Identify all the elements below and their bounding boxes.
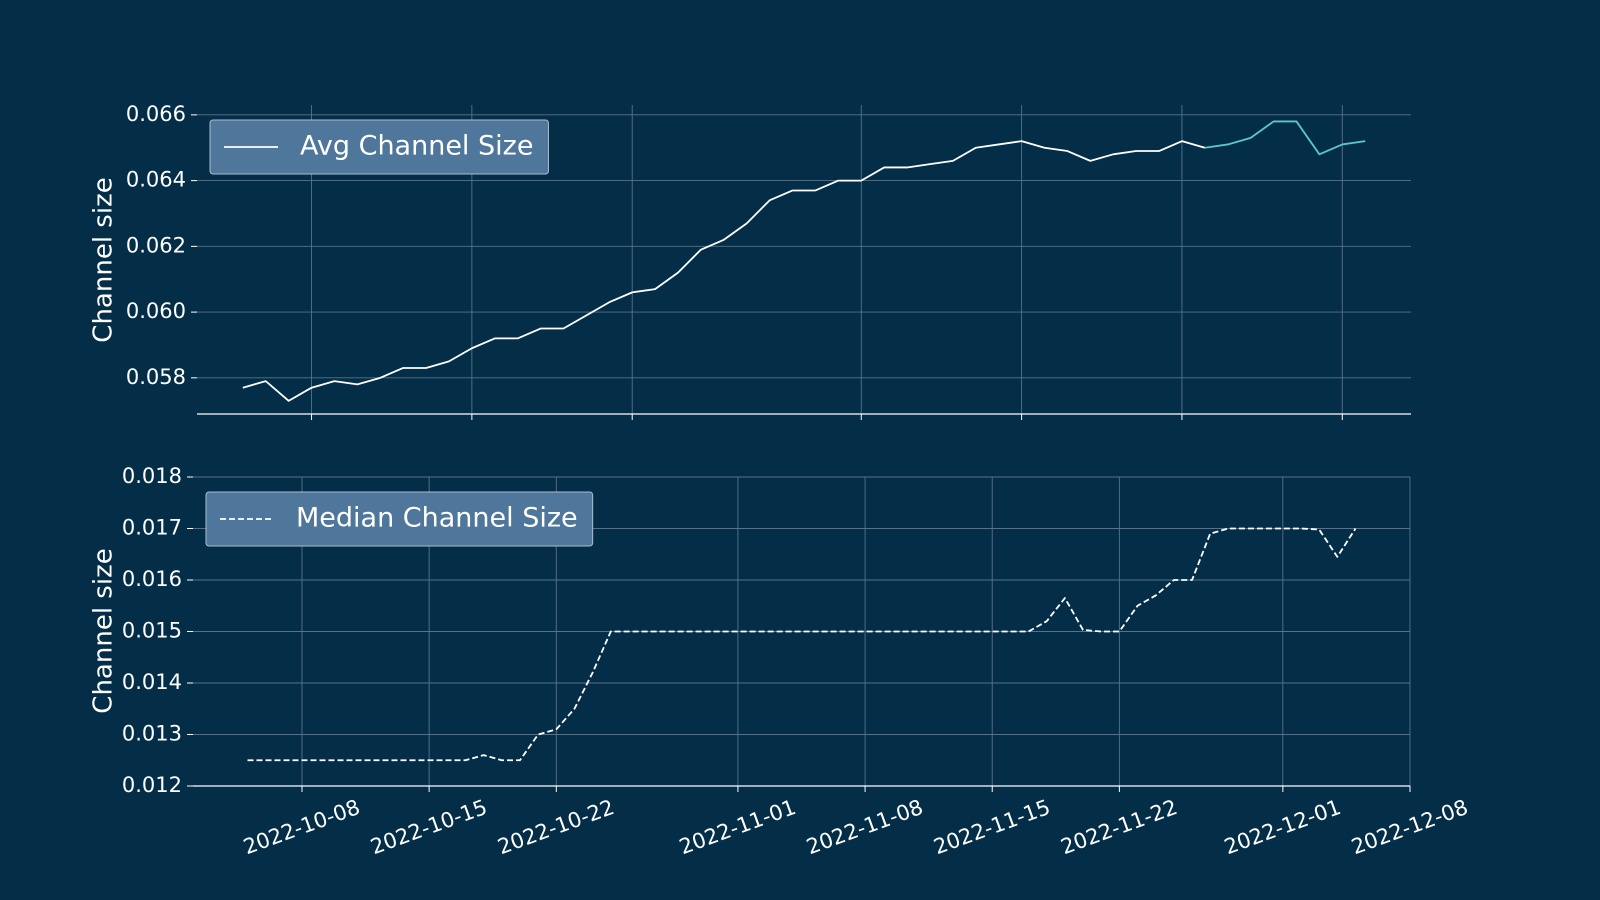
y-tick-label: 0.017 — [122, 516, 182, 540]
x-tick-label: 2022-11-22 — [1058, 795, 1181, 859]
x-tick-label: 2022-10-22 — [494, 795, 617, 859]
series-line — [1204, 120, 1366, 156]
y-tick-label: 0.058 — [126, 365, 186, 389]
x-tick-label: 2022-11-08 — [803, 795, 926, 859]
series-line — [242, 140, 1206, 402]
legend: Median Channel Size — [205, 491, 594, 547]
x-tick-label: 2022-11-01 — [676, 795, 799, 859]
y-tick-label: 0.015 — [122, 619, 182, 643]
y-tick-label: 0.013 — [122, 722, 182, 746]
y-tick-label: 0.066 — [126, 102, 186, 126]
y-tick-label: 0.012 — [122, 773, 182, 797]
x-tick-label: 2022-12-01 — [1221, 795, 1344, 859]
y-tick-label: 0.062 — [126, 233, 186, 257]
x-tick-label: 2022-12-08 — [1348, 795, 1471, 859]
x-tick-label: 2022-10-15 — [367, 795, 490, 859]
y-axis-label: Channel size — [89, 177, 119, 342]
y-tick-label: 0.064 — [126, 168, 186, 192]
y-tick-label: 0.018 — [122, 464, 182, 488]
y-tick-label: 0.014 — [122, 670, 182, 694]
y-axis-label: Channel size — [89, 548, 119, 713]
legend: Avg Channel Size — [209, 119, 549, 175]
y-tick-label: 0.060 — [126, 299, 186, 323]
series-line — [247, 527, 1357, 762]
legend-box — [205, 491, 594, 547]
x-tick-label: 2022-10-08 — [240, 795, 363, 859]
legend-box — [209, 119, 549, 175]
legend-label: Median Channel Size — [296, 503, 578, 534]
y-tick-label: 0.016 — [122, 567, 182, 591]
legend-label: Avg Channel Size — [300, 131, 533, 162]
x-tick-label: 2022-11-15 — [930, 795, 1053, 859]
